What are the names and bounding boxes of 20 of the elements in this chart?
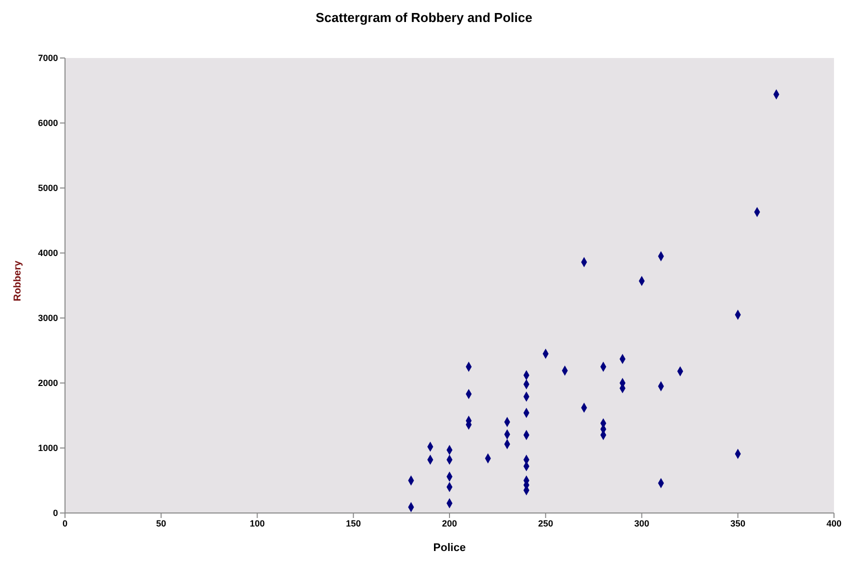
y-tick-label: 4000 — [38, 248, 58, 258]
y-tick-label: 5000 — [38, 183, 58, 194]
y-tick-label: 7000 — [38, 53, 58, 64]
y-tick-label: 2000 — [38, 378, 58, 388]
y-tick-label: 0 — [52, 508, 58, 518]
x-tick-label: 0 — [62, 518, 68, 528]
x-tick-label: 50 — [156, 518, 166, 528]
y-tick-label: 1000 — [38, 443, 58, 454]
y-axis-title: Robbery — [12, 260, 24, 302]
x-tick-label: 100 — [250, 518, 265, 528]
x-tick-label: 200 — [442, 518, 458, 528]
x-tick-label: 400 — [826, 518, 842, 528]
x-tick-label: 150 — [346, 518, 361, 528]
x-tick-label: 300 — [634, 518, 650, 528]
x-tick-label: 350 — [730, 518, 746, 528]
x-tick-label: 250 — [538, 518, 554, 528]
x-axis-title: Police — [432, 542, 467, 554]
chart-title: Scattergram of Robbery and Police — [314, 10, 534, 25]
y-tick-label: 6000 — [38, 118, 58, 128]
y-tick-label: 3000 — [38, 313, 58, 324]
